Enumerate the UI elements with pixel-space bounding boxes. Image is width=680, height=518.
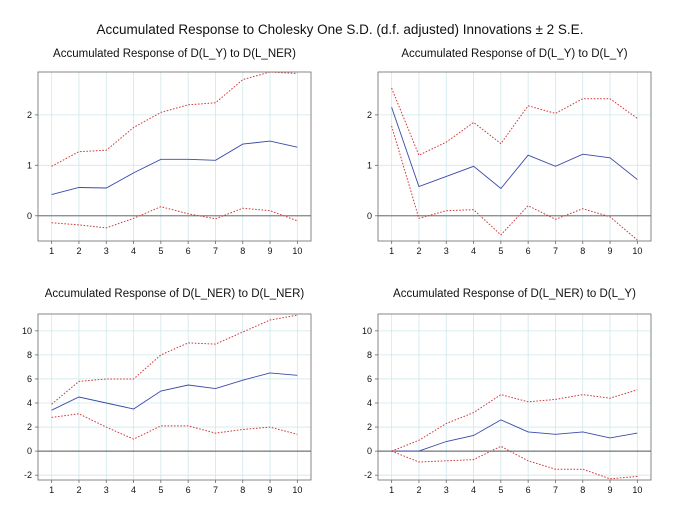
x-tick-label: 1	[49, 246, 54, 256]
x-tick-label: 7	[213, 485, 218, 495]
y-tick-label: 0	[27, 446, 32, 456]
x-tick-label: 9	[268, 246, 273, 256]
series-response-line	[391, 419, 638, 452]
x-tick-label: 5	[498, 485, 503, 495]
y-tick-label: 0	[27, 211, 32, 221]
x-tick-label: 5	[158, 485, 163, 495]
y-tick-label: 10	[22, 326, 32, 336]
y-tick-label: 6	[27, 374, 32, 384]
y-tick-label: 2	[27, 422, 32, 432]
x-tick-label: 6	[526, 485, 531, 495]
x-tick-label: 5	[498, 246, 503, 256]
y-tick-label: 4	[367, 398, 372, 408]
x-tick-label: 4	[131, 485, 136, 495]
y-tick-label: 2	[367, 110, 372, 120]
y-tick-label: 0	[367, 211, 372, 221]
x-tick-label: 7	[553, 485, 558, 495]
x-tick-label: 10	[632, 485, 642, 495]
series-upper-line	[391, 87, 638, 156]
y-tick-label: 6	[367, 374, 372, 384]
series-lower-line	[51, 413, 298, 440]
series-upper-line	[51, 71, 298, 167]
x-tick-label: 2	[416, 246, 421, 256]
y-tick-label: -2	[364, 470, 372, 480]
x-tick-label: 8	[580, 246, 585, 256]
x-tick-label: 3	[444, 246, 449, 256]
y-tick-label: 2	[27, 110, 32, 120]
x-tick-label: 4	[471, 485, 476, 495]
x-tick-label: 1	[389, 485, 394, 495]
series-upper-line	[51, 314, 298, 405]
y-tick-label: 8	[367, 350, 372, 360]
chart-panel-3: 1 2 3 4 5 6 7 8 9 10 -2 0 2 4 6 8 10	[22, 313, 312, 495]
chart-panel-1: 1 2 3 4 5 6 7 8 9 10 0 1 2	[27, 71, 312, 256]
x-tick-label: 10	[292, 246, 302, 256]
y-tick-label: 1	[367, 160, 372, 170]
x-tick-label: 9	[608, 485, 613, 495]
x-tick-label: 3	[444, 485, 449, 495]
x-tick-label: 6	[186, 485, 191, 495]
x-tick-label: 8	[240, 485, 245, 495]
plot-frame	[377, 71, 652, 242]
series-response-line	[51, 372, 298, 411]
plot-frame	[37, 71, 312, 242]
chart-panel-4: 1 2 3 4 5 6 7 8 9 10 -2 0 2 4 6 8 10	[362, 313, 652, 495]
x-tick-label: 9	[268, 485, 273, 495]
y-tick-label: 1	[27, 160, 32, 170]
x-tick-label: 6	[526, 246, 531, 256]
x-tick-label: 7	[553, 246, 558, 256]
x-tick-label: 6	[186, 246, 191, 256]
x-tick-label: 8	[240, 246, 245, 256]
x-tick-label: 2	[76, 246, 81, 256]
panel-title-1: Accumulated Response of D(L_Y) to D(L_NE…	[53, 48, 296, 60]
series-upper-line	[391, 389, 638, 452]
y-tick-label: 2	[367, 422, 372, 432]
series-lower-line	[51, 206, 298, 229]
series-response-line	[391, 107, 638, 190]
x-tick-label: 1	[389, 246, 394, 256]
x-tick-label: 3	[104, 246, 109, 256]
x-tick-label: 8	[580, 485, 585, 495]
panel-title-4: Accumulated Response of D(L_NER) to D(L_…	[393, 288, 636, 300]
chart-panel-2: 1 2 3 4 5 6 7 8 9 10 0 1 2	[367, 71, 652, 256]
y-tick-label: -2	[24, 470, 32, 480]
series-response-line	[51, 140, 298, 196]
x-tick-label: 1	[49, 485, 54, 495]
y-tick-label: 4	[27, 398, 32, 408]
x-tick-label: 7	[213, 246, 218, 256]
series-lower-line	[391, 445, 638, 480]
chart-main-title: Accumulated Response to Cholesky One S.D…	[96, 22, 584, 37]
x-tick-label: 10	[292, 485, 302, 495]
x-tick-label: 10	[632, 246, 642, 256]
x-tick-label: 3	[104, 485, 109, 495]
x-tick-label: 5	[158, 246, 163, 256]
plot-frame	[377, 313, 652, 481]
x-tick-label: 2	[416, 485, 421, 495]
y-tick-label: 8	[27, 350, 32, 360]
y-tick-label: 0	[367, 446, 372, 456]
x-tick-label: 2	[76, 485, 81, 495]
y-tick-label: 10	[362, 326, 372, 336]
x-tick-label: 4	[471, 246, 476, 256]
x-tick-label: 4	[131, 246, 136, 256]
plot-frame	[37, 313, 312, 481]
x-tick-label: 9	[608, 246, 613, 256]
series-lower-line	[391, 125, 638, 241]
panel-title-3: Accumulated Response of D(L_NER) to D(L_…	[44, 288, 305, 300]
panel-title-2: Accumulated Response of D(L_Y) to D(L_Y)	[401, 48, 628, 60]
